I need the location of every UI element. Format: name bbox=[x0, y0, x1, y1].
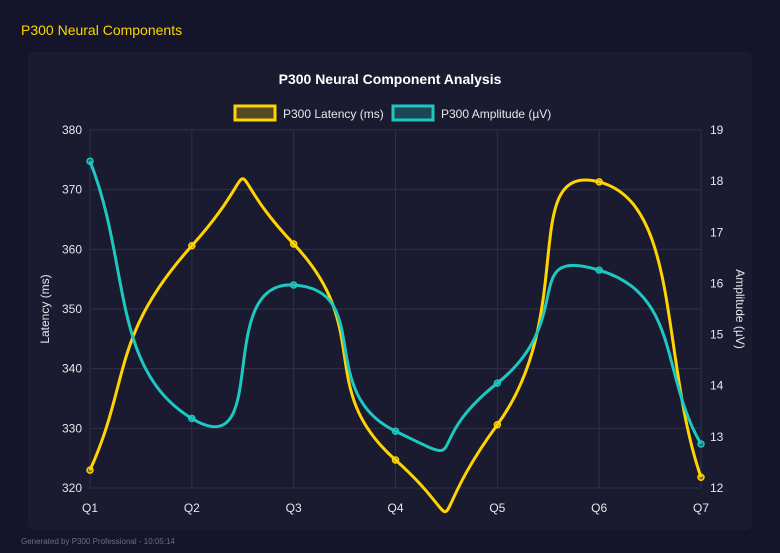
y-tick-label: 330 bbox=[62, 421, 82, 435]
chart-title: P300 Neural Component Analysis bbox=[279, 71, 502, 87]
series-line-1 bbox=[88, 160, 703, 452]
data-point bbox=[391, 427, 400, 435]
x-tick-label: Q4 bbox=[387, 501, 403, 515]
data-point bbox=[188, 242, 196, 250]
y-axis-label: Latency (ms) bbox=[38, 274, 52, 343]
data-point bbox=[697, 440, 705, 448]
y-tick-label: 360 bbox=[62, 242, 82, 256]
y2-tick-label: 16 bbox=[710, 276, 724, 290]
data-point bbox=[86, 466, 94, 474]
x-tick-label: Q2 bbox=[184, 501, 200, 515]
y-tick-label: 380 bbox=[62, 123, 82, 137]
y-tick-label: 320 bbox=[62, 481, 82, 495]
data-point bbox=[493, 379, 502, 387]
y2-tick-label: 14 bbox=[710, 379, 724, 393]
x-tick-label: Q1 bbox=[82, 501, 98, 515]
y2-tick-label: 13 bbox=[710, 430, 724, 444]
x-tick-label: Q6 bbox=[591, 501, 607, 515]
data-point bbox=[697, 473, 705, 482]
data-point bbox=[86, 157, 94, 165]
y2-tick-label: 17 bbox=[710, 225, 724, 239]
data-point bbox=[595, 178, 603, 186]
series-line-0 bbox=[88, 177, 703, 514]
y2-tick-label: 15 bbox=[710, 328, 724, 342]
legend-swatch bbox=[391, 104, 435, 122]
x-tick-label: Q7 bbox=[693, 501, 709, 515]
y2-tick-label: 12 bbox=[710, 481, 724, 495]
y-tick-label: 370 bbox=[62, 183, 82, 197]
y-tick-label: 340 bbox=[62, 362, 82, 376]
y2-tick-label: 19 bbox=[710, 123, 724, 137]
data-point bbox=[595, 266, 603, 274]
chart-card bbox=[28, 52, 752, 530]
legend-label: P300 Latency (ms) bbox=[283, 107, 384, 121]
data-point bbox=[391, 456, 400, 464]
data-point bbox=[289, 281, 298, 289]
y2-axis-label: Amplitude (µV) bbox=[733, 269, 747, 349]
y2-tick-label: 18 bbox=[710, 174, 724, 188]
data-point bbox=[188, 414, 196, 423]
data-point bbox=[493, 421, 502, 429]
page-title: P300 Neural Components bbox=[21, 22, 183, 38]
y-tick-label: 350 bbox=[62, 302, 82, 316]
x-tick-label: Q5 bbox=[489, 501, 505, 515]
legend-swatch bbox=[233, 104, 277, 122]
footer-text: Generated by P300 Professional - 10:05:1… bbox=[21, 537, 175, 546]
legend-label: P300 Amplitude (µV) bbox=[441, 107, 551, 121]
data-point bbox=[289, 240, 298, 248]
x-tick-label: Q3 bbox=[286, 501, 302, 515]
